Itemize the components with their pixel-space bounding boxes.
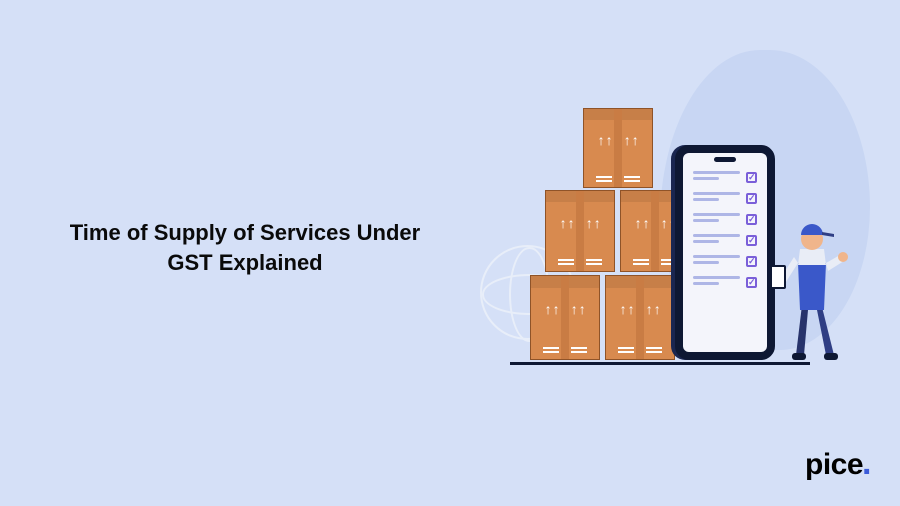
list-item <box>693 213 757 225</box>
shipping-box: ↑↑↑↑ <box>545 190 615 272</box>
list-item <box>693 171 757 183</box>
check-icon <box>746 172 757 183</box>
phone-checklist <box>675 145 775 360</box>
brand-logo: pice. <box>805 448 872 482</box>
check-icon <box>746 277 757 288</box>
phone-notch <box>714 157 736 162</box>
check-icon <box>746 214 757 225</box>
list-item <box>693 192 757 204</box>
logo-dot: . <box>862 444 871 482</box>
shipping-box: ↑↑↑↑ <box>530 275 600 360</box>
logo-text: pice <box>805 448 863 481</box>
illustration: ↑↑↑↑ ↑↑↑↑ ↑↑↑↑ ↑↑↑↑ ↑↑↑↑ <box>460 90 860 430</box>
shipping-box: ↑↑↑↑ <box>583 108 653 188</box>
list-item <box>693 276 757 288</box>
check-icon <box>746 193 757 204</box>
check-icon <box>746 256 757 267</box>
infographic-canvas: Time of Supply of Services Under GST Exp… <box>0 0 900 506</box>
list-item <box>693 255 757 267</box>
shipping-box: ↑↑↑↑ <box>605 275 675 360</box>
list-item <box>693 234 757 246</box>
check-icon <box>746 235 757 246</box>
ground-line <box>510 362 810 365</box>
page-title: Time of Supply of Services Under GST Exp… <box>55 218 435 277</box>
delivery-worker-icon <box>772 205 852 365</box>
checklist <box>693 171 757 297</box>
